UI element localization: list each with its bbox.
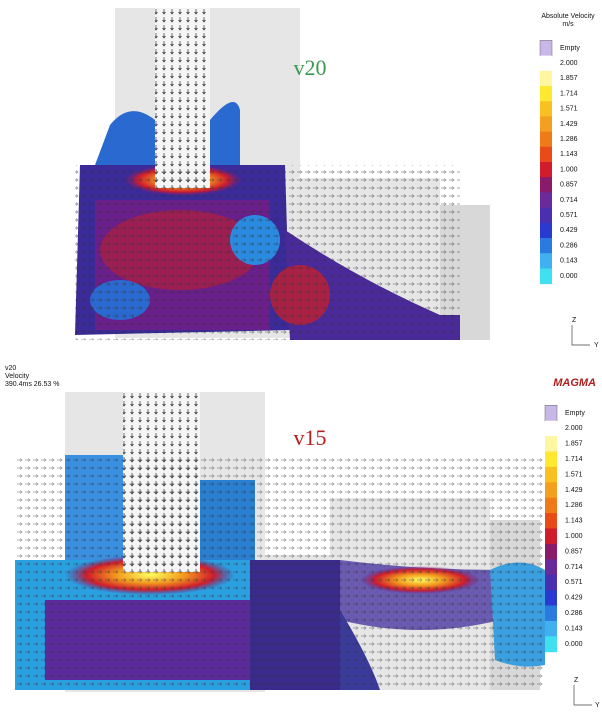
- legend-label: 1.857: [560, 75, 578, 82]
- legend-swatch: [545, 405, 557, 421]
- bottom-panel: v15 Empty 2.000 1.857 1.714 1.571 1.429 1.286 1…: [15, 392, 600, 709]
- legend-swatch: [540, 147, 552, 163]
- legend-swatch: [540, 192, 552, 208]
- legend-swatch: [540, 238, 552, 254]
- info-quantity: Velocity: [5, 373, 30, 380]
- legend-swatch: [540, 162, 552, 178]
- legend-swatch: [545, 559, 557, 575]
- top-panel: v20 Absolute Velocity m/s Empty 2.000 1.85…: [75, 8, 599, 349]
- legend-swatch: [545, 575, 557, 591]
- legend-label: 2.000: [560, 60, 578, 67]
- legend-swatch: [540, 40, 552, 56]
- legend-swatch: [545, 544, 557, 560]
- legend-label: Empty: [565, 410, 585, 417]
- legend-swatch: [545, 590, 557, 606]
- legend-swatch: [545, 498, 557, 514]
- legend-swatch: [545, 452, 557, 468]
- legend-label: 1.571: [565, 471, 583, 478]
- logo: MAGMA: [553, 377, 596, 389]
- legend-swatch: [545, 621, 557, 637]
- legend-label: 1.571: [560, 106, 578, 113]
- legend-label: 0.714: [565, 564, 583, 571]
- legend-label: 2.000: [565, 425, 583, 432]
- legend-swatch: [545, 513, 557, 529]
- legend-label: Empty: [560, 45, 580, 52]
- legend-swatch: [540, 268, 552, 284]
- legend-swatch: [540, 101, 552, 117]
- legend-swatch: [545, 436, 557, 452]
- axis-label: Z: [574, 677, 579, 684]
- legend-label: 0.857: [560, 182, 578, 189]
- legend-label: 1.143: [560, 151, 578, 158]
- legend-label: 1.000: [565, 533, 583, 540]
- legend-swatch: [545, 482, 557, 498]
- legend-swatch: [540, 56, 552, 72]
- legend-swatch: [540, 253, 552, 269]
- legend-label: 0.857: [565, 548, 583, 555]
- legend-label: 0.571: [565, 579, 583, 586]
- legend-swatch: [540, 223, 552, 239]
- legend-label: 1.429: [560, 121, 578, 128]
- legend-label: 0.286: [565, 610, 583, 617]
- legend-label: 1.714: [560, 90, 578, 97]
- legend: Empty 2.000 1.857 1.714 1.571 1.429 1.286 1.143…: [540, 40, 580, 284]
- info-time: 390.4ms 26.53 %: [5, 381, 59, 388]
- legend-swatch: [540, 86, 552, 102]
- legend-swatch: [545, 529, 557, 545]
- legend-label: 1.000: [560, 166, 578, 173]
- legend-label: 1.143: [565, 518, 583, 525]
- legend-swatch: [540, 116, 552, 132]
- legend-label: 1.714: [565, 456, 583, 463]
- variant-label: v15: [294, 425, 327, 450]
- legend-label: 0.429: [565, 595, 583, 602]
- legend-swatch: [545, 421, 557, 437]
- legend-swatch: [545, 606, 557, 622]
- legend-label: 0.143: [560, 258, 578, 265]
- legend-label: 1.857: [565, 441, 583, 448]
- legend-swatch: [545, 467, 557, 483]
- legend-label: 0.286: [560, 242, 578, 249]
- info-name: v20: [5, 365, 16, 372]
- legend-swatch: [545, 636, 557, 652]
- legend-unit: m/s: [562, 21, 574, 28]
- simulation-view: v20 Absolute Velocity m/s Empty 2.000 1.85…: [0, 0, 602, 715]
- legend-label: 0.714: [560, 197, 578, 204]
- legend-label: 0.000: [565, 641, 583, 648]
- legend-label: 0.571: [560, 212, 578, 219]
- legend-swatch: [540, 177, 552, 193]
- legend-title: Absolute Velocity: [541, 13, 595, 20]
- legend-swatch: [540, 71, 552, 87]
- legend-label: 0.000: [560, 273, 578, 280]
- axis-label: Y: [595, 702, 600, 709]
- screenshot: v20 Absolute Velocity m/s Empty 2.000 1.85…: [0, 0, 602, 715]
- legend-label: 1.429: [565, 487, 583, 494]
- legend-label: 1.286: [565, 502, 583, 509]
- legend-label: 0.143: [565, 625, 583, 632]
- legend: Empty 2.000 1.857 1.714 1.571 1.429 1.286 1.143…: [545, 405, 585, 652]
- axis-label: Z: [572, 317, 577, 324]
- variant-label: v20: [294, 55, 327, 80]
- legend-swatch: [540, 208, 552, 224]
- axis-label: Y: [594, 342, 599, 349]
- legend-label: 1.286: [560, 136, 578, 143]
- legend-swatch: [540, 132, 552, 148]
- legend-label: 0.429: [560, 227, 578, 234]
